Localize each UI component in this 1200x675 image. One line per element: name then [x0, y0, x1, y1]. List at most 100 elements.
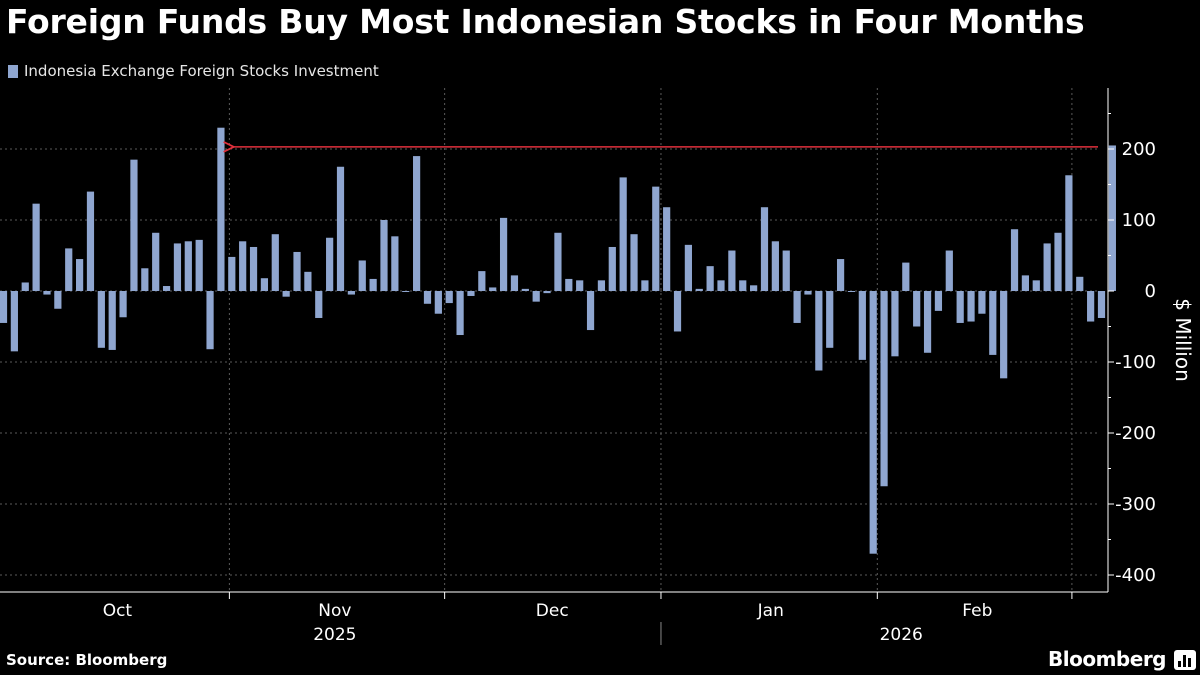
- bar: [858, 291, 866, 360]
- bar: [54, 291, 62, 309]
- bar: [467, 291, 475, 296]
- legend-label: Indonesia Exchange Foreign Stocks Invest…: [24, 62, 379, 80]
- bar: [826, 291, 834, 348]
- bar: [673, 291, 682, 332]
- bar: [293, 251, 301, 291]
- bar: [456, 291, 464, 336]
- bar: [402, 291, 410, 292]
- bar: [282, 291, 290, 297]
- axes: 200 100 0 -100 -200 -300 -400 Oct Nov Dec Jan Feb 20…: [0, 88, 1156, 645]
- bar: [510, 275, 519, 291]
- bar: [608, 246, 616, 291]
- bar: [1108, 145, 1116, 291]
- bar: [782, 250, 790, 291]
- bar: [1087, 291, 1095, 322]
- bar: [597, 280, 606, 291]
- x-month-label: Oct: [103, 601, 133, 621]
- y-tick-label: -400: [1115, 565, 1156, 586]
- bar: [217, 127, 225, 291]
- x-month-label: Jan: [757, 601, 784, 621]
- bar: [978, 291, 986, 314]
- bar: [989, 291, 997, 355]
- bar: [565, 278, 573, 291]
- bar: [532, 291, 540, 302]
- bar: [315, 291, 323, 318]
- bar: [913, 291, 921, 327]
- bar: [130, 159, 138, 291]
- bar: [684, 244, 692, 291]
- bar: [489, 287, 497, 291]
- x-year-label: 2026: [880, 625, 923, 645]
- y-axis-label: $ Million: [1171, 298, 1195, 381]
- bar: [10, 291, 18, 352]
- brand-logo: Bloomberg: [1048, 647, 1166, 671]
- chart-title: Foreign Funds Buy Most Indonesian Stocks…: [6, 2, 1085, 41]
- bar: [347, 291, 355, 295]
- bar: [1021, 275, 1030, 291]
- bar: [1010, 229, 1019, 291]
- bar: [249, 246, 258, 291]
- y-tick-label: -200: [1115, 423, 1156, 444]
- bar: [119, 291, 127, 318]
- bar-chart-icon: [1174, 650, 1196, 670]
- bar: [326, 237, 334, 291]
- bar: [1097, 291, 1106, 318]
- bar: [641, 280, 649, 291]
- legend: Indonesia Exchange Foreign Stocks Invest…: [8, 61, 379, 81]
- bar: [434, 291, 442, 314]
- y-tick-label: 200: [1122, 139, 1156, 160]
- bar: [86, 191, 95, 291]
- bar: [836, 259, 845, 291]
- bar: [108, 291, 116, 350]
- bar: [423, 291, 432, 304]
- bar: [97, 291, 105, 348]
- bar: [75, 259, 84, 291]
- bar: [717, 280, 725, 291]
- bar: [195, 239, 203, 291]
- bar: [586, 291, 595, 331]
- bar-chart: 200 100 0 -100 -200 -300 -400 Oct Nov Dec Jan Feb 20…: [0, 88, 1195, 645]
- bar: [260, 278, 269, 291]
- bar: [967, 291, 975, 322]
- bar: [521, 288, 529, 291]
- bar: [652, 186, 660, 291]
- bar: [499, 217, 508, 291]
- bar: [1076, 276, 1084, 291]
- bar: [478, 271, 486, 291]
- x-month-label: Feb: [962, 601, 992, 621]
- bar: [815, 291, 823, 371]
- bar: [184, 241, 192, 291]
- bar: [945, 250, 953, 291]
- bar: [576, 280, 584, 291]
- bar: [869, 291, 877, 554]
- bar: [369, 278, 377, 291]
- bar: [0, 291, 8, 323]
- bar: [706, 266, 714, 291]
- bar: [1032, 280, 1040, 291]
- bar: [750, 285, 758, 291]
- bar: [206, 291, 214, 350]
- bar: [43, 291, 51, 295]
- y-tick-label: -100: [1115, 352, 1156, 373]
- y-tick-label: 100: [1122, 210, 1156, 231]
- bar: [1065, 175, 1073, 291]
- bar: [956, 291, 964, 323]
- bar: [141, 268, 149, 291]
- x-year-label: 2025: [313, 625, 356, 645]
- bar: [445, 291, 453, 304]
- bar: [695, 288, 703, 291]
- bar: [934, 291, 943, 311]
- gridlines: [0, 88, 1098, 592]
- bar: [1000, 291, 1008, 379]
- bar: [728, 250, 736, 291]
- bar: [358, 260, 366, 291]
- legend-swatch: [8, 64, 18, 78]
- bar: [336, 166, 345, 291]
- bar: [630, 234, 638, 291]
- bar: [152, 232, 160, 291]
- bar: [543, 291, 551, 294]
- bar: [554, 232, 562, 291]
- bar: [239, 241, 247, 291]
- bar: [391, 236, 399, 291]
- x-month-label: Nov: [318, 601, 351, 621]
